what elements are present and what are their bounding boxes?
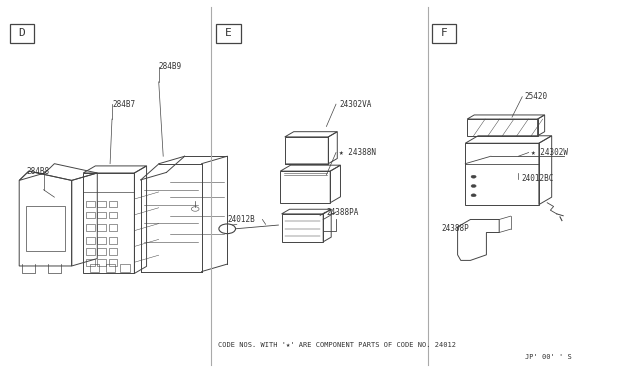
Bar bbox=[97, 201, 106, 207]
Bar bbox=[86, 237, 95, 244]
Bar bbox=[432, 24, 456, 43]
Bar bbox=[86, 201, 95, 207]
Bar bbox=[109, 237, 117, 244]
Text: 24012BC: 24012BC bbox=[522, 174, 554, 183]
Circle shape bbox=[471, 175, 476, 178]
Text: 24302VA: 24302VA bbox=[339, 100, 372, 109]
Text: D: D bbox=[19, 29, 25, 38]
Bar bbox=[97, 224, 106, 231]
Bar bbox=[86, 212, 95, 218]
Text: 24388P: 24388P bbox=[442, 224, 469, 233]
Bar bbox=[97, 237, 106, 244]
Bar bbox=[10, 24, 34, 43]
Text: 24012B: 24012B bbox=[227, 215, 255, 224]
Text: CODE NOS. WITH '★' ARE COMPONENT PARTS OF CODE NO. 24012: CODE NOS. WITH '★' ARE COMPONENT PARTS O… bbox=[218, 342, 456, 348]
Text: E: E bbox=[225, 29, 232, 38]
Text: 284B9: 284B9 bbox=[159, 62, 182, 71]
Bar bbox=[90, 264, 99, 272]
Text: ★ 24388N: ★ 24388N bbox=[339, 148, 376, 157]
Bar bbox=[109, 212, 117, 218]
Text: 284B8: 284B8 bbox=[27, 167, 50, 176]
Circle shape bbox=[471, 185, 476, 187]
Text: F: F bbox=[441, 29, 447, 38]
Bar bbox=[120, 264, 130, 272]
Bar bbox=[106, 264, 115, 272]
Bar bbox=[97, 212, 106, 218]
Bar bbox=[109, 201, 117, 207]
Bar bbox=[86, 248, 95, 255]
Bar bbox=[97, 248, 106, 255]
Bar bbox=[216, 24, 241, 43]
Bar bbox=[86, 259, 95, 266]
Text: 24388PA: 24388PA bbox=[326, 208, 359, 217]
Bar bbox=[109, 259, 117, 266]
Text: 284B7: 284B7 bbox=[112, 100, 135, 109]
Bar bbox=[26, 206, 65, 251]
Bar bbox=[97, 259, 106, 266]
Bar bbox=[109, 248, 117, 255]
Circle shape bbox=[471, 194, 476, 197]
Text: JP' 00' ' S: JP' 00' ' S bbox=[525, 354, 572, 360]
Bar bbox=[86, 224, 95, 231]
Text: 25420: 25420 bbox=[525, 92, 548, 101]
Text: ★ 24302W: ★ 24302W bbox=[531, 148, 568, 157]
Bar bbox=[109, 224, 117, 231]
